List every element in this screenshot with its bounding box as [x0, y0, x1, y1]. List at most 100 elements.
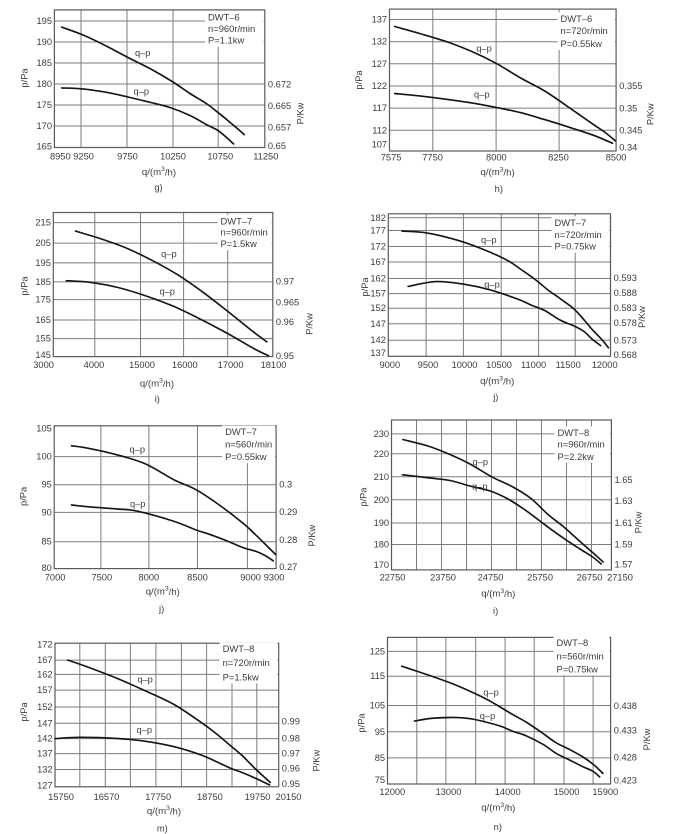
svg-text:215: 215: [35, 218, 51, 228]
svg-text:85: 85: [41, 537, 51, 547]
svg-text:0.438: 0.438: [614, 701, 637, 711]
svg-text:j): j): [158, 603, 164, 614]
svg-text:9000: 9000: [240, 572, 261, 582]
svg-text:q–p: q–p: [130, 499, 146, 509]
svg-text:0.355: 0.355: [619, 81, 642, 91]
svg-text:q–p: q–p: [161, 249, 177, 259]
svg-text:P=0.55kw: P=0.55kw: [225, 451, 267, 462]
svg-text:0.672: 0.672: [268, 79, 291, 89]
svg-text:P=0.75kw: P=0.75kw: [557, 663, 599, 674]
svg-text:1.65: 1.65: [615, 475, 633, 485]
svg-text:15750: 15750: [48, 792, 74, 802]
svg-text:h): h): [495, 183, 503, 194]
svg-text:190: 190: [36, 37, 52, 47]
svg-text:0.433: 0.433: [614, 726, 637, 736]
svg-text:P/Kw: P/Kw: [307, 524, 317, 546]
svg-text:n=960r/min: n=960r/min: [221, 227, 268, 238]
svg-text:115: 115: [370, 671, 385, 681]
svg-text:16570: 16570: [94, 792, 120, 802]
svg-text:n=720r/min: n=720r/min: [555, 229, 602, 240]
svg-text:0.428: 0.428: [614, 752, 637, 762]
svg-text:8250: 8250: [548, 152, 569, 162]
svg-text:0.98: 0.98: [282, 733, 300, 743]
svg-text:i): i): [155, 393, 160, 404]
svg-text:107: 107: [372, 139, 388, 149]
svg-text:127: 127: [37, 780, 53, 790]
svg-text:q–p: q–p: [476, 44, 492, 54]
svg-text:P/Kw: P/Kw: [645, 103, 655, 125]
svg-text:P=2.2kw: P=2.2kw: [558, 451, 594, 462]
svg-text:q–p: q–p: [137, 675, 153, 685]
svg-text:P/Kw: P/Kw: [642, 728, 652, 750]
svg-text:0.583: 0.583: [614, 303, 637, 313]
svg-text:8500: 8500: [606, 152, 627, 162]
svg-text:q–p: q–p: [484, 280, 500, 290]
svg-text:P/Kw: P/Kw: [634, 511, 644, 533]
svg-text:p/Pa: p/Pa: [354, 70, 364, 90]
svg-text:0.95: 0.95: [282, 779, 300, 789]
svg-text:0.99: 0.99: [282, 717, 300, 727]
svg-text:0.95: 0.95: [276, 351, 294, 361]
svg-text:0.34: 0.34: [619, 143, 637, 153]
svg-text:q–p: q–p: [135, 48, 151, 58]
svg-text:137: 137: [370, 348, 386, 358]
svg-text:10000: 10000: [452, 360, 478, 370]
svg-text:10500: 10500: [486, 360, 512, 370]
svg-text:q/(m3/h): q/(m3/h): [481, 588, 515, 600]
svg-text:95: 95: [41, 480, 51, 490]
svg-text:q–p: q–p: [134, 86, 150, 96]
svg-text:132: 132: [372, 37, 388, 47]
svg-text:172: 172: [370, 242, 386, 252]
svg-text:12000: 12000: [592, 360, 618, 370]
svg-text:0.965: 0.965: [276, 297, 299, 307]
svg-text:75: 75: [375, 775, 385, 785]
svg-text:P/Kw: P/Kw: [312, 750, 322, 772]
svg-text:105: 105: [370, 701, 386, 711]
svg-text:162: 162: [370, 274, 386, 284]
svg-text:18100: 18100: [261, 360, 287, 370]
svg-text:q–p: q–p: [481, 235, 497, 245]
svg-text:205: 205: [35, 238, 51, 248]
svg-text:147: 147: [37, 718, 53, 728]
svg-text:n=720r/min: n=720r/min: [223, 657, 270, 668]
svg-text:132: 132: [37, 765, 53, 775]
svg-text:210: 210: [374, 472, 390, 482]
svg-text:22750: 22750: [380, 572, 406, 582]
svg-text:8000: 8000: [486, 152, 507, 162]
svg-text:170: 170: [374, 560, 390, 570]
svg-text:9300: 9300: [264, 572, 285, 582]
svg-text:DWT–6: DWT–6: [208, 11, 240, 22]
svg-text:DWT–6: DWT–6: [561, 13, 593, 24]
svg-text:19750: 19750: [245, 792, 271, 802]
svg-text:127: 127: [372, 59, 388, 69]
svg-text:q–p: q–p: [480, 711, 496, 721]
svg-text:p/Pa: p/Pa: [19, 68, 29, 88]
svg-text:24750: 24750: [478, 572, 504, 582]
svg-text:16000: 16000: [172, 360, 198, 370]
svg-text:p/Pa: p/Pa: [356, 713, 366, 733]
svg-text:q–p: q–p: [159, 287, 175, 297]
svg-text:p/Pa: p/Pa: [358, 487, 368, 507]
svg-text:162: 162: [37, 669, 53, 679]
svg-text:p/Pa: p/Pa: [19, 702, 29, 722]
svg-text:12000: 12000: [379, 787, 405, 797]
svg-text:177: 177: [370, 226, 386, 236]
svg-text:155: 155: [35, 334, 51, 344]
svg-text:8000: 8000: [139, 572, 160, 582]
svg-text:DWT–8: DWT–8: [557, 637, 589, 648]
svg-text:80: 80: [41, 563, 51, 573]
svg-text:q/(m3/h): q/(m3/h): [147, 805, 181, 817]
svg-text:172: 172: [37, 639, 53, 649]
svg-text:7000: 7000: [45, 572, 66, 582]
svg-text:195: 195: [36, 16, 52, 26]
svg-text:17750: 17750: [145, 792, 171, 802]
svg-text:137: 137: [37, 749, 53, 759]
svg-text:90: 90: [41, 507, 51, 517]
svg-text:q/(m3/h): q/(m3/h): [481, 802, 515, 814]
svg-text:n): n): [494, 821, 502, 832]
svg-text:170: 170: [36, 121, 52, 131]
svg-text:DWT–7: DWT–7: [225, 426, 257, 437]
svg-text:P=1.5kw: P=1.5kw: [223, 671, 259, 682]
svg-text:P=0.75kw: P=0.75kw: [555, 241, 597, 252]
svg-text:P/Kw: P/Kw: [296, 102, 306, 124]
